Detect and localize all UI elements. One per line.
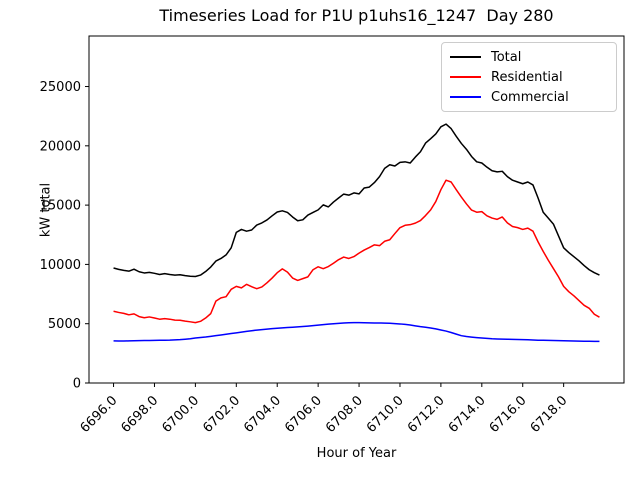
svg-text:25000: 25000 (40, 80, 81, 95)
legend-label-residential: Residential (491, 69, 563, 85)
y-axis-label: kW total (38, 182, 54, 238)
svg-text:6696.0: 6696.0 (78, 393, 121, 436)
legend-entry-residential: Residential (450, 71, 608, 84)
legend-entry-commercial: Commercial (450, 91, 608, 104)
svg-text:6714.0: 6714.0 (446, 393, 489, 436)
legend-label-commercial: Commercial (491, 89, 569, 105)
legend: Total Residential Commercial (441, 42, 617, 112)
svg-text:6708.0: 6708.0 (323, 393, 366, 436)
svg-text:6702.0: 6702.0 (200, 393, 243, 436)
chart-title: Timeseries Load for P1U p1uhs16_1247 Day… (159, 6, 554, 25)
svg-text:6700.0: 6700.0 (159, 393, 202, 436)
svg-text:6712.0: 6712.0 (405, 393, 448, 436)
svg-text:6716.0: 6716.0 (487, 393, 530, 436)
legend-label-total: Total (491, 49, 522, 65)
x-axis-label: Hour of Year (316, 446, 397, 461)
svg-text:5000: 5000 (48, 317, 81, 332)
svg-text:0: 0 (73, 377, 81, 392)
svg-text:10000: 10000 (40, 258, 81, 273)
residential-line-icon (450, 76, 481, 78)
svg-text:6706.0: 6706.0 (282, 393, 325, 436)
svg-text:6698.0: 6698.0 (119, 393, 162, 436)
total-line-icon (450, 56, 481, 58)
legend-entry-total: Total (450, 51, 608, 64)
svg-text:6704.0: 6704.0 (241, 393, 284, 436)
commercial-line-icon (450, 96, 481, 98)
svg-text:6718.0: 6718.0 (528, 393, 571, 436)
svg-text:20000: 20000 (40, 139, 81, 154)
svg-text:6710.0: 6710.0 (364, 393, 407, 436)
svg-text:15000: 15000 (40, 199, 81, 214)
